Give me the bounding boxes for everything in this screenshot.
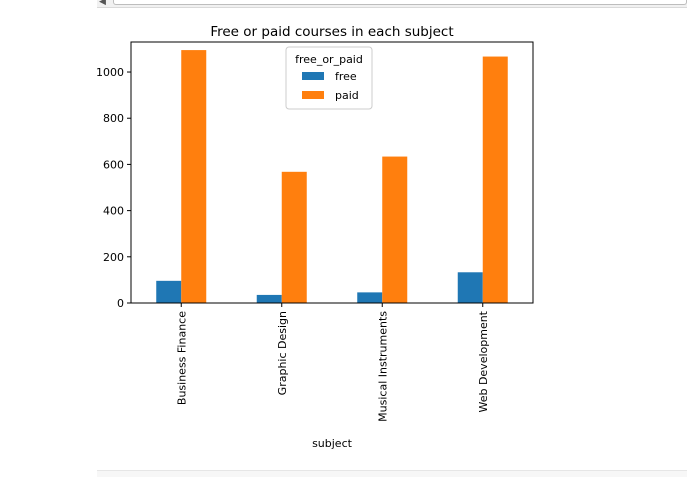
x-axis: Business Finance Graphic Design Musical In… — [175, 303, 490, 422]
legend-swatch-free — [302, 72, 324, 80]
bar-paid-graphic-design — [281, 171, 307, 303]
legend-title: free_or_paid — [295, 53, 363, 66]
output-bottom-separator — [97, 470, 687, 477]
x-tick-label: Musical Instruments — [376, 311, 389, 422]
bar-paid-business-finance — [181, 50, 207, 303]
y-tick-label: 600 — [103, 158, 124, 171]
legend-label-free: free — [335, 70, 357, 83]
x-tick-label: Web Development — [477, 310, 490, 412]
bar-paid-web-development — [482, 56, 508, 303]
bar-free-business-finance — [156, 280, 182, 303]
bar-paid-musical-instruments — [382, 156, 408, 303]
legend: free_or_paid free paid — [285, 46, 373, 110]
bars-group — [156, 50, 508, 303]
x-axis-label: subject — [312, 437, 353, 450]
bar-free-graphic-design — [256, 294, 282, 303]
legend-items: free paid — [302, 70, 359, 102]
x-tick-label: Graphic Design — [276, 311, 289, 395]
y-tick-label: 200 — [103, 251, 124, 264]
legend-label-paid: paid — [335, 89, 359, 102]
scroll-left-arrow-icon[interactable]: ◀ — [99, 0, 106, 7]
y-axis: 0 200 400 600 800 1000 — [96, 66, 131, 310]
y-tick-label: 400 — [103, 205, 124, 218]
y-tick-label: 800 — [103, 112, 124, 125]
chart-title: Free or paid courses in each subject — [210, 24, 453, 40]
y-tick-label: 1000 — [96, 66, 124, 79]
bar-free-musical-instruments — [357, 292, 383, 303]
y-tick-label: 0 — [117, 297, 124, 310]
x-tick-label: Business Finance — [175, 311, 188, 405]
legend-swatch-paid — [302, 91, 324, 99]
bar-free-web-development — [457, 272, 483, 303]
plot-frame — [130, 41, 534, 304]
